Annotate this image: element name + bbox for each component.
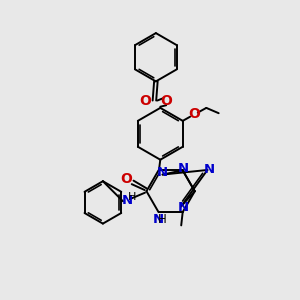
Text: N: N — [122, 194, 133, 207]
Text: H: H — [128, 191, 136, 202]
Text: H: H — [158, 213, 167, 226]
Text: N: N — [204, 164, 215, 176]
Text: N: N — [178, 162, 189, 175]
Text: O: O — [160, 94, 172, 108]
Text: N: N — [157, 166, 168, 179]
Text: N: N — [152, 213, 164, 226]
Text: O: O — [139, 94, 151, 108]
Text: O: O — [121, 172, 132, 186]
Text: O: O — [188, 107, 200, 122]
Text: N: N — [178, 201, 189, 214]
